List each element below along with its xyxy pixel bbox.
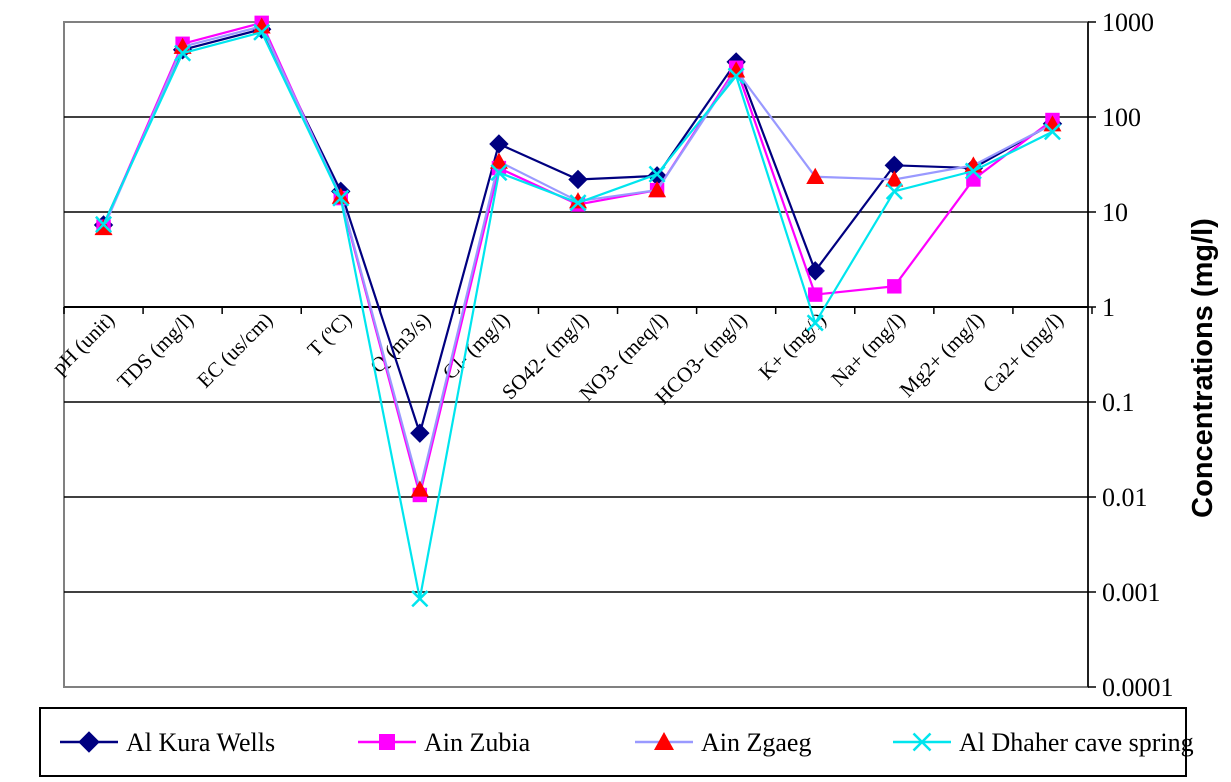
data-point — [568, 169, 588, 190]
y-tick-label: 1 — [1102, 293, 1115, 322]
marker-stroke — [912, 732, 932, 752]
legend-label: Ain Zgaeg — [701, 728, 811, 757]
series-layer — [93, 15, 1063, 608]
y-tick-label: 1000 — [1102, 8, 1154, 37]
plot-frame — [63, 21, 1089, 688]
y-tick-label: 0.001 — [1102, 578, 1161, 607]
data-point — [569, 192, 587, 209]
data-point — [887, 279, 902, 294]
marker-stroke — [95, 215, 113, 233]
data-point — [1043, 123, 1061, 141]
data-point — [806, 314, 824, 332]
data-point — [411, 590, 429, 608]
data-point — [808, 287, 823, 302]
data-point — [805, 261, 825, 281]
data-point — [806, 167, 825, 184]
series-al-dhaher-cave-spring — [95, 23, 1061, 608]
marker-stroke — [332, 189, 350, 207]
legend: Al Kura Wells Ain Zubia Ain Zgaeg Al Dhaher… — [39, 707, 1194, 777]
data-point — [174, 44, 192, 62]
marker-stroke — [174, 44, 192, 62]
data-point — [648, 165, 666, 183]
y-tick-label: 10 — [1102, 198, 1128, 227]
data-point — [569, 194, 587, 212]
legend-marker — [379, 734, 395, 750]
data-point — [648, 181, 667, 198]
data-point — [94, 218, 113, 236]
data-point — [964, 162, 982, 180]
marker-stroke — [806, 314, 824, 332]
marker-stroke — [411, 590, 429, 608]
legend-label: Al Kura Wells — [126, 728, 275, 757]
legend-marker — [654, 732, 674, 750]
legend-item: Al Dhaher cave spring — [893, 728, 1194, 757]
y-axis-title: Concentrations (mg/l) — [1187, 218, 1219, 518]
legend-box — [39, 707, 1187, 777]
y-tick-label: 0.1 — [1102, 388, 1135, 417]
data-point — [410, 423, 430, 443]
marker-stroke — [648, 165, 666, 183]
y-tick-label: 0.01 — [1102, 483, 1148, 512]
data-point — [332, 189, 350, 207]
data-point — [95, 215, 113, 233]
data-point — [885, 170, 904, 187]
y-axis: 1000 100 10 1 0.1 0.01 0.001 0.0001 — [1087, 8, 1174, 702]
legend-item: Ain Zubia — [358, 728, 531, 757]
data-point — [490, 164, 508, 182]
marker-stroke — [885, 182, 903, 200]
marker-stroke — [569, 194, 587, 212]
data-point — [253, 23, 271, 41]
marker-stroke — [1043, 123, 1061, 141]
plot-area — [63, 21, 1089, 688]
legend-item: Al Kura Wells — [60, 728, 275, 757]
legend-label: Al Dhaher cave spring — [959, 728, 1194, 757]
marker-stroke — [964, 162, 982, 180]
data-point — [410, 480, 429, 497]
data-point — [727, 67, 745, 85]
data-point — [885, 182, 903, 200]
marker-stroke — [727, 67, 745, 85]
legend-label: Ain Zubia — [424, 728, 531, 757]
marker-stroke — [490, 164, 508, 182]
marker-stroke — [253, 23, 271, 41]
y-tick-label: 0.0001 — [1102, 673, 1174, 702]
data-point — [489, 152, 508, 169]
y-tick-label: 100 — [1102, 103, 1141, 132]
data-point — [727, 61, 746, 78]
legend-item: Ain Zgaeg — [635, 728, 811, 757]
legend-marker — [912, 732, 932, 752]
legend-marker — [78, 731, 100, 753]
